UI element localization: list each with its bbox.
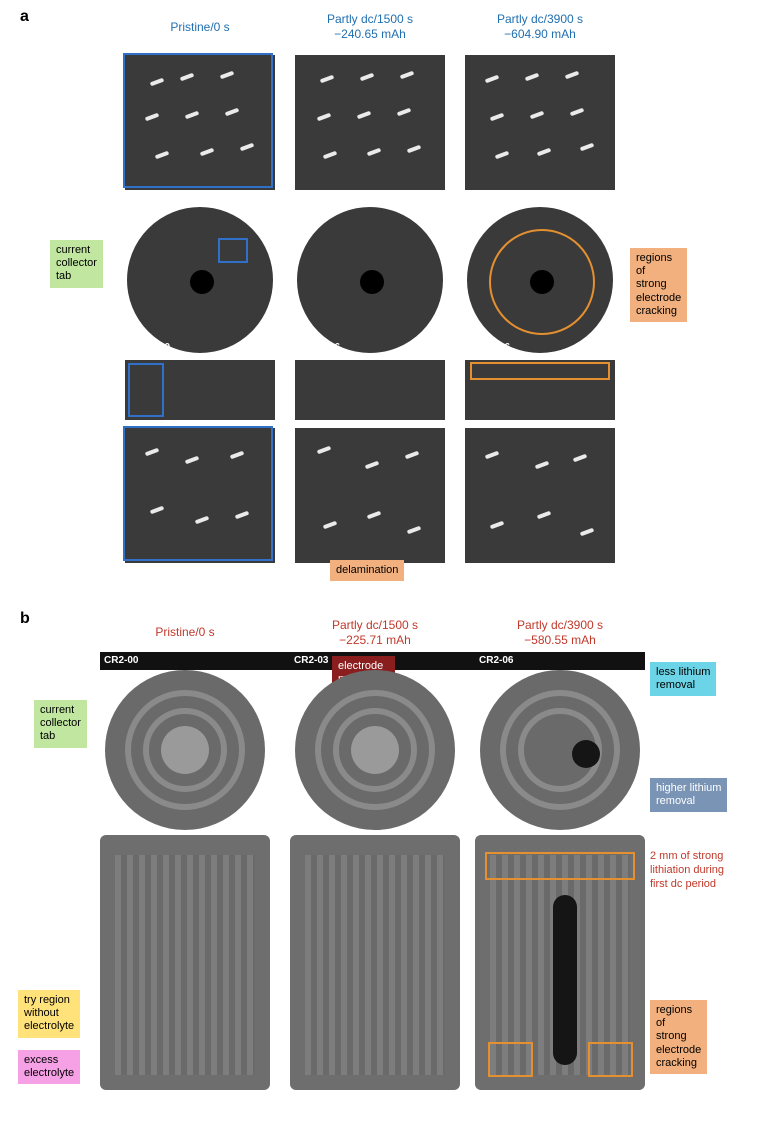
streak-icon — [530, 111, 545, 120]
col-head-b-2: Partly dc/3900 s −580.55 mAh — [475, 618, 645, 648]
streak-icon — [317, 113, 332, 122]
crop-a-bot-1 — [295, 428, 445, 563]
label-regions-strong-cracking-b: regions of strong electrode cracking — [650, 1000, 707, 1074]
streak-icon — [407, 526, 422, 535]
col-head-a-2-l2: −604.90 mAh — [504, 27, 576, 41]
ct-id-b-0: CR2-00 — [104, 655, 138, 666]
spiral-core-icon — [351, 726, 399, 774]
streak-icon — [490, 113, 505, 122]
circle-a-0 — [125, 205, 275, 355]
label-dry-region: try region without electrolyte — [18, 990, 80, 1038]
label-two-mm-text: 2 mm of strong lithiation during first d… — [650, 850, 724, 891]
stripes-icon — [115, 855, 255, 1075]
crop-a-top-1 — [295, 55, 445, 190]
center-dot-icon — [360, 270, 384, 294]
panel-letter-b: b — [20, 610, 30, 628]
label-regions-strong-cracking-a: regions of strong electrode cracking — [630, 248, 687, 322]
streak-icon — [565, 71, 580, 80]
outline-orange-b-botL — [488, 1042, 533, 1077]
ring-orange-a2 — [489, 229, 595, 335]
col-head-a-1-l2: −240.65 mAh — [334, 27, 406, 41]
streak-icon — [407, 145, 422, 154]
streak-icon — [397, 108, 412, 117]
stripes-icon — [305, 855, 445, 1075]
streak-icon — [525, 73, 540, 82]
label-excess-electrolyte: excess electrolyte — [18, 1050, 80, 1084]
spiral-core-icon — [161, 726, 209, 774]
void-column-icon — [553, 895, 577, 1065]
col-head-b-0: Pristine/0 s — [100, 625, 270, 640]
void-core-icon — [572, 740, 600, 768]
zoom-box-orange-unwrap — [470, 362, 610, 380]
circle-a-2 — [465, 205, 615, 355]
col-head-a-1: Partly dc/1500 s −240.65 mAh — [295, 12, 445, 42]
label-delamination: delamination — [330, 560, 404, 581]
streak-icon — [580, 143, 595, 152]
col-head-a-2-l1: Partly dc/3900 s — [497, 12, 583, 26]
side-b-1 — [290, 835, 460, 1090]
figure-root: { "panel_letters": { "a": "a", "b": "b" … — [0, 0, 759, 1123]
streak-icon — [317, 446, 332, 455]
streak-icon — [485, 451, 500, 460]
col-head-b-1-l1: Partly dc/1500 s — [332, 618, 418, 632]
streak-icon — [400, 71, 415, 80]
circle-b-2 — [480, 670, 640, 830]
crop-a-top-2 — [465, 55, 615, 190]
ct-id-b-2: CR2-06 — [479, 655, 513, 666]
ct-id-a-1: CR2-036 — [300, 342, 340, 353]
streak-icon — [367, 511, 382, 520]
circle-b-1 — [295, 670, 455, 830]
streak-icon — [495, 151, 510, 160]
streak-icon — [367, 148, 382, 157]
crop-a-bot-2 — [465, 428, 615, 563]
streak-icon — [537, 511, 552, 520]
streak-icon — [537, 148, 552, 157]
crop-a-bot-0 — [125, 428, 275, 563]
ct-id-a-0: CR2-000 — [130, 342, 170, 353]
crop-a-top-0 — [125, 55, 275, 190]
col-head-b-1: Partly dc/1500 s −225.71 mAh — [290, 618, 460, 648]
unwrap-a-1 — [295, 360, 445, 420]
streak-icon — [490, 521, 505, 530]
circle-a-1 — [295, 205, 445, 355]
side-b-0 — [100, 835, 270, 1090]
col-head-b-2-l2: −580.55 mAh — [524, 633, 596, 647]
streak-icon — [320, 75, 335, 84]
streak-icon — [365, 461, 380, 470]
streak-icon — [323, 521, 338, 530]
streak-icon — [485, 75, 500, 84]
streak-icon — [323, 151, 338, 160]
col-head-b-1-l2: −225.71 mAh — [339, 633, 411, 647]
label-current-collector-tab-b: current collector tab — [34, 700, 87, 748]
label-less-li-removal: less lithium removal — [650, 662, 716, 696]
label-current-collector-tab-a: current collector tab — [50, 240, 103, 288]
streak-icon — [570, 108, 585, 117]
streak-icon — [535, 461, 550, 470]
outline-orange-b-top — [485, 852, 635, 880]
label-higher-li-removal: higher lithium removal — [650, 778, 727, 812]
ct-id-a-2: CR2-096 — [470, 342, 510, 353]
streak-icon — [357, 111, 372, 120]
col-head-a-0: Pristine/0 s — [125, 20, 275, 35]
circle-b-0 — [105, 670, 265, 830]
outline-blue-bot-0 — [123, 426, 273, 561]
col-head-b-0-l1: Pristine/0 s — [155, 625, 214, 639]
streak-icon — [573, 454, 588, 463]
streak-icon — [405, 451, 420, 460]
col-head-a-1-l1: Partly dc/1500 s — [327, 12, 413, 26]
outline-orange-b-botR — [588, 1042, 633, 1077]
panel-letter-a: a — [20, 8, 29, 26]
streak-icon — [360, 73, 375, 82]
col-head-a-2: Partly dc/3900 s −604.90 mAh — [465, 12, 615, 42]
center-dot-icon — [190, 270, 214, 294]
col-head-b-2-l1: Partly dc/3900 s — [517, 618, 603, 632]
col-head-a-0-l1: Pristine/0 s — [170, 20, 229, 34]
zoom-box-blue-a0 — [218, 238, 248, 263]
ct-id-b-1: CR2-03 — [294, 655, 328, 666]
streak-icon — [580, 528, 595, 537]
zoom-box-blue-unwrap — [128, 363, 164, 417]
